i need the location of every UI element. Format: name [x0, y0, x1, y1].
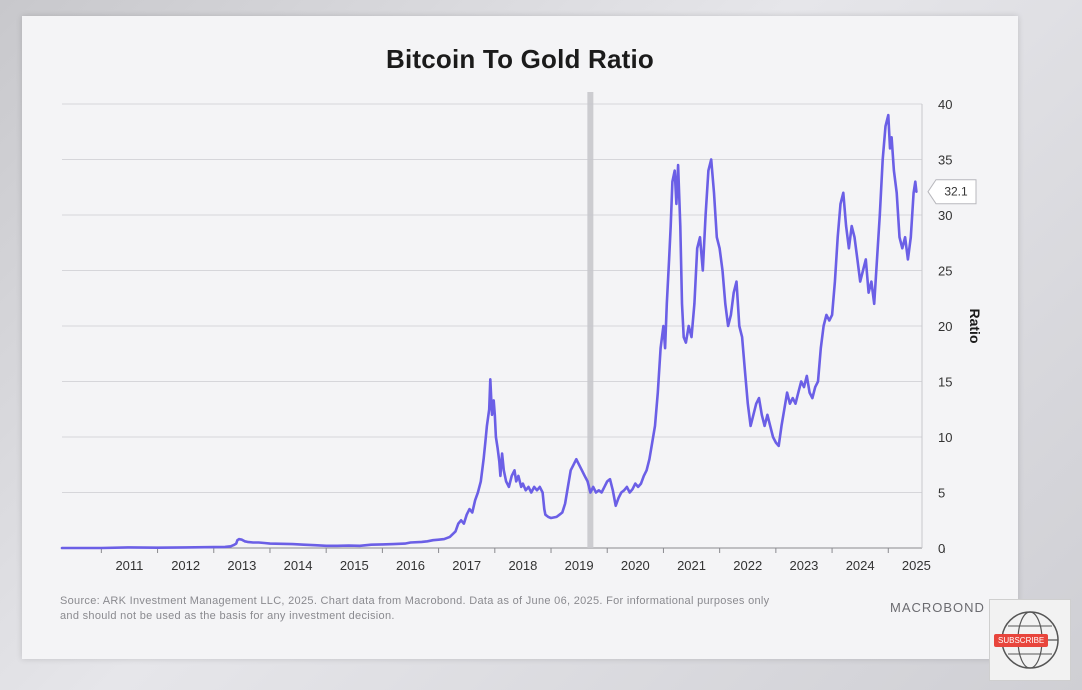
- vertical-marker-band: [587, 92, 594, 548]
- source-line-2: and should not be used as the basis for …: [60, 610, 395, 622]
- last-value-label-group: 32.1: [927, 179, 977, 205]
- x-tick-label: 2018: [508, 558, 537, 573]
- y-tick-label: 0: [938, 541, 945, 556]
- y-tick-label: 20: [938, 319, 952, 334]
- x-tick-label: 2021: [677, 558, 706, 573]
- y-tick-label: 40: [938, 97, 952, 112]
- x-tick-label: 2012: [171, 558, 200, 573]
- x-tick-label: 2016: [396, 558, 425, 573]
- vertical-marker: [587, 92, 594, 548]
- x-tick-label: 2025: [902, 558, 931, 573]
- chart-card: Bitcoin To Gold Ratio 2011 2012 2013 2014 20…: [22, 16, 1018, 659]
- source-line-1: Source: ARK Investment Management LLC, 2…: [60, 595, 770, 607]
- x-tick-label: 2023: [789, 558, 818, 573]
- macrobond-logo: MACROBOND: [890, 600, 985, 615]
- x-tick-label: 2015: [340, 558, 369, 573]
- x-axis-ticks: 2011 2012 2013 2014 2015 2016 2017 2018 2019 2020…: [100, 548, 945, 573]
- chart-title: Bitcoin To Gold Ratio: [385, 44, 655, 74]
- source-note: Source: ARK Investment Management LLC, 2…: [60, 594, 860, 624]
- x-tick-label: 2017: [452, 558, 481, 573]
- y-tick-label: 35: [938, 153, 952, 168]
- x-tick-label: 2013: [227, 558, 256, 573]
- y-tick-label: 15: [938, 375, 952, 390]
- x-tick-label: 2019: [565, 558, 594, 573]
- y-tick-label: 5: [938, 486, 945, 501]
- x-tick-label: 2011: [115, 558, 143, 573]
- x-tick-label: 2022: [733, 558, 762, 573]
- y-axis-title: Ratio: [967, 309, 983, 344]
- line-chart: 2011 2012 2013 2014 2015 2016 2017 2018 2019 2020…: [60, 92, 983, 573]
- x-tick-label: 2020: [621, 558, 650, 573]
- x-tick-label: 2014: [284, 558, 313, 573]
- x-tick-label: 2024: [846, 558, 875, 573]
- y-tick-label: 10: [938, 430, 952, 445]
- series-line: [60, 113, 918, 550]
- series-layer: [60, 113, 918, 550]
- last-value-box: [927, 179, 977, 205]
- y-tick-label: 25: [938, 264, 952, 279]
- last-value-label: 32.1: [944, 185, 968, 199]
- subscribe-badge[interactable]: SUBSCRIBE: [989, 599, 1071, 681]
- subscribe-button[interactable]: SUBSCRIBE: [994, 634, 1049, 647]
- y-tick-label: 30: [938, 208, 952, 223]
- gridlines: [62, 103, 923, 549]
- y-axis-ticks: 0 5 10 15 20 25 30 35 40: [938, 97, 952, 556]
